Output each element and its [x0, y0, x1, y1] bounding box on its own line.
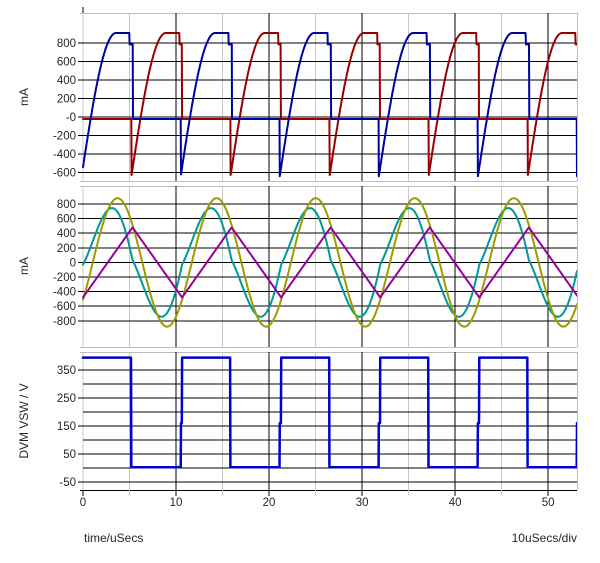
panel-switch-node-voltage[interactable]: 350 250 150 50 -50	[57, 352, 578, 490]
y-tick-label: 800	[57, 38, 76, 50]
x-tick-label: 20	[263, 497, 276, 509]
y-tick-label: 200	[57, 93, 76, 105]
x-tick-label: 40	[449, 497, 462, 509]
y-tick-label: -600	[53, 301, 76, 313]
y-tick-label: -200	[53, 130, 76, 142]
y-tick-label: -600	[53, 167, 76, 179]
y-tick-label: 350	[57, 365, 76, 377]
y-tick-label: 600	[57, 56, 76, 68]
y-tick-label: -200	[53, 272, 76, 284]
waveform-diode-current-blue[interactable]	[82, 32, 577, 178]
x-tick-label: 10	[170, 497, 183, 509]
y-tick-label: 400	[57, 228, 76, 240]
y-tick-label: 150	[57, 421, 76, 433]
y-tick-label: -0	[66, 112, 76, 124]
y-tick-label: -800	[53, 316, 76, 328]
x-tick-label: 30	[356, 497, 369, 509]
gridlines-resonant-currents	[78, 186, 578, 348]
y-tick-label: -400	[53, 287, 76, 299]
y-tick-label: 800	[57, 199, 76, 211]
panel-resonant-currents[interactable]: 800 600 400 200 0 -200 -400 -600 -800	[53, 186, 578, 348]
x-tick-label: 0	[80, 497, 86, 509]
waveform-magnetizing-current-purple[interactable]	[82, 226, 577, 299]
waveform-resonant-current-olive[interactable]	[82, 197, 577, 328]
waveform-secondary-current-teal[interactable]	[82, 207, 577, 318]
gridlines-switch-node-voltage	[78, 352, 578, 490]
waveform-switch-voltage-square[interactable]	[81, 356, 577, 469]
y-tick-label: -400	[53, 149, 76, 161]
y-tick-label: 400	[57, 75, 76, 87]
y-tick-label: 600	[57, 214, 76, 226]
x-tick-label: 50	[542, 497, 555, 509]
x-axis: 0 10 20 30 40 50	[80, 490, 577, 509]
y-tick-label: 50	[63, 449, 76, 461]
waveform-diode-current-red[interactable]	[82, 32, 577, 176]
y-tick-label: -50	[59, 477, 76, 489]
y-tick-label: 250	[57, 393, 76, 405]
y-tick-label: 200	[57, 243, 76, 255]
y-tick-label: 0	[70, 257, 76, 269]
panel-diode-currents[interactable]: 800 600 400 200 -0 -200 -400 -600	[53, 7, 578, 182]
